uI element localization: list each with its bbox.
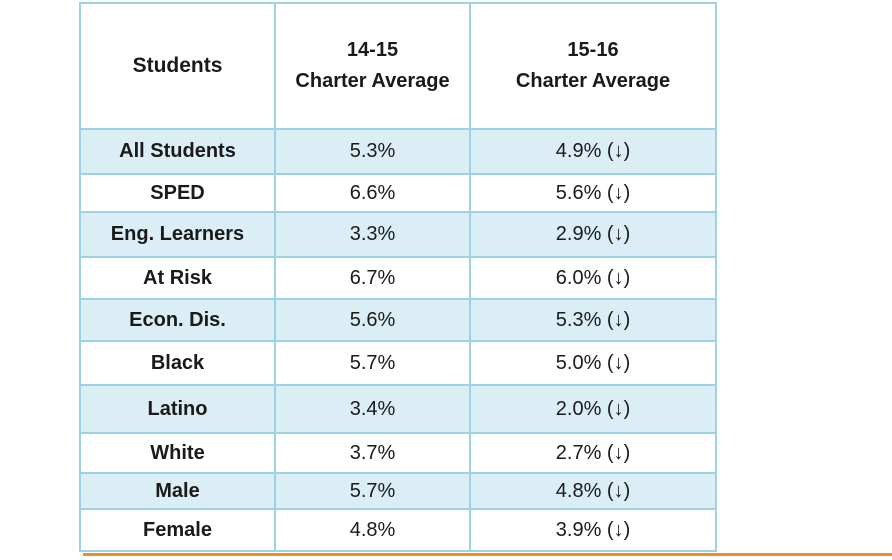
value-15-16: 2.0% (↓)	[469, 384, 717, 434]
row-label: At Risk	[79, 256, 276, 300]
header-row: Students 14-15 Charter Average 15-16 Cha…	[79, 2, 717, 130]
value-14-15: 5.7%	[274, 340, 471, 386]
header-year-14-15: 14-15 Charter Average	[274, 2, 471, 130]
table-row: Black 5.7% 5.0% (↓)	[79, 340, 717, 386]
row-label: Econ. Dis.	[79, 298, 276, 342]
row-label: Black	[79, 340, 276, 386]
value-15-16: 5.6% (↓)	[469, 173, 717, 213]
header-year-14-15-year: 14-15	[346, 39, 399, 61]
value-14-15: 3.3%	[274, 211, 471, 258]
value-15-16: 2.9% (↓)	[469, 211, 717, 258]
row-label: Eng. Learners	[79, 211, 276, 258]
row-label: Latino	[79, 384, 276, 434]
value-14-15: 5.3%	[274, 128, 471, 175]
value-15-16: 3.9% (↓)	[469, 508, 717, 552]
header-year-15-16: 15-16 Charter Average	[469, 2, 717, 130]
header-year-15-16-year: 15-16	[567, 39, 619, 61]
data-table-container: Students 14-15 Charter Average 15-16 Cha…	[79, 2, 717, 552]
header-students: Students	[79, 2, 276, 130]
table-row: At Risk 6.7% 6.0% (↓)	[79, 256, 717, 300]
value-14-15: 6.6%	[274, 173, 471, 213]
header-year-14-15-label: Charter Average	[295, 70, 450, 92]
header-year-15-16-label: Charter Average	[515, 70, 671, 92]
value-14-15: 4.8%	[274, 508, 471, 552]
value-15-16: 6.0% (↓)	[469, 256, 717, 300]
table-row: SPED 6.6% 5.6% (↓)	[79, 173, 717, 213]
row-label: White	[79, 432, 276, 474]
value-14-15: 5.6%	[274, 298, 471, 342]
student-rates-table: Students 14-15 Charter Average 15-16 Cha…	[79, 2, 717, 552]
value-15-16: 2.7% (↓)	[469, 432, 717, 474]
row-label: Male	[79, 472, 276, 510]
table-row: Latino 3.4% 2.0% (↓)	[79, 384, 717, 434]
table-row: Econ. Dis. 5.6% 5.3% (↓)	[79, 298, 717, 342]
table-row: White 3.7% 2.7% (↓)	[79, 432, 717, 474]
row-label: Female	[79, 508, 276, 552]
table-row: Eng. Learners 3.3% 2.9% (↓)	[79, 211, 717, 258]
value-14-15: 3.4%	[274, 384, 471, 434]
value-15-16: 5.3% (↓)	[469, 298, 717, 342]
table-row: Female 4.8% 3.9% (↓)	[79, 508, 717, 552]
value-14-15: 6.7%	[274, 256, 471, 300]
value-15-16: 5.0% (↓)	[469, 340, 717, 386]
value-15-16: 4.9% (↓)	[469, 128, 717, 175]
value-15-16: 4.8% (↓)	[469, 472, 717, 510]
table-row: All Students 5.3% 4.9% (↓)	[79, 128, 717, 175]
row-label: All Students	[79, 128, 276, 175]
value-14-15: 3.7%	[274, 432, 471, 474]
row-label: SPED	[79, 173, 276, 213]
bottom-accent-rule	[83, 553, 892, 556]
value-14-15: 5.7%	[274, 472, 471, 510]
table-row: Male 5.7% 4.8% (↓)	[79, 472, 717, 510]
